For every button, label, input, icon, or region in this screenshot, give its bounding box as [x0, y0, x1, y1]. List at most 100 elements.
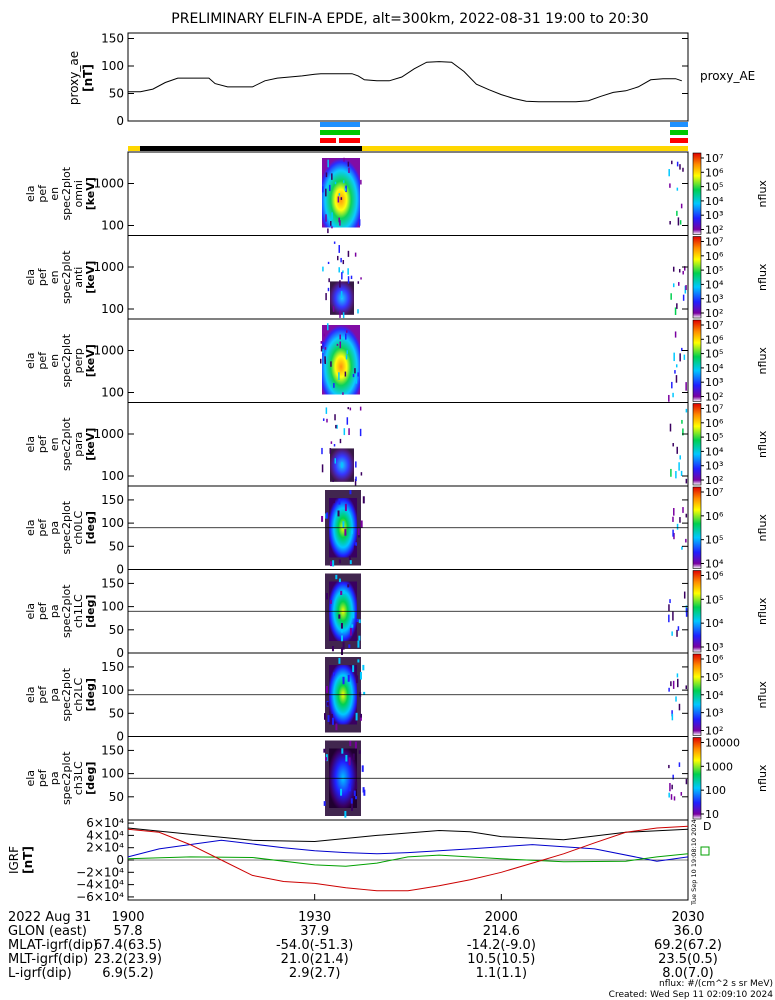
spec-ytick-label: 100	[101, 683, 124, 697]
x-row-label: MLAT-igrf(dip)	[8, 938, 98, 953]
spec-flux-speck	[324, 356, 326, 363]
pa-flux-speck-late	[671, 631, 673, 636]
spec-flux-speck-late	[674, 370, 676, 374]
spec-flux-speck-late	[678, 282, 680, 286]
spec-ytick-label: 150	[101, 660, 124, 674]
pa-flux-speck-late	[678, 762, 681, 767]
spec-ylabel-line: ch0LC	[72, 511, 85, 545]
pa-flux-speck-late	[685, 513, 688, 518]
spec-flux-speck	[332, 479, 334, 482]
spec-flux-speck	[330, 361, 332, 367]
igrf-ytick-label: 6×10⁴	[86, 816, 124, 830]
pa-flux-speck-late	[668, 792, 670, 798]
spec-flux-speck	[337, 196, 340, 203]
pa-flux-speck	[330, 713, 333, 718]
x-tick-label: 1930	[298, 910, 331, 925]
spec-flux-speck	[327, 159, 329, 168]
spec-flux-speck	[320, 358, 322, 364]
colorbar-tick-label: 10⁵	[705, 431, 723, 444]
spec-ylabel-line: perp	[72, 348, 85, 373]
spec-flux-speck-late	[674, 307, 677, 315]
eclipse-track	[128, 146, 688, 151]
x-row-value: 36.0	[674, 924, 703, 939]
spec-flux-speck	[348, 167, 350, 173]
spec-frame	[127, 318, 689, 403]
spec-flux-speck	[342, 270, 344, 274]
pa-flux-speck	[329, 599, 332, 604]
colorbar-tick-label: 10⁵	[705, 348, 723, 361]
spec-panel-ch3LC: 50 100 150 ela pef pa spec2plot ch3LC [deg] 10 100…	[24, 736, 769, 821]
pa-flux-speck	[360, 520, 363, 528]
spec-flux-speck-late	[682, 428, 684, 436]
pa-flux-speck-late	[670, 681, 672, 687]
colorbar-tick-label: 10⁷	[705, 486, 723, 499]
pa-flux-speck	[333, 672, 336, 676]
spec-flux-speck	[349, 407, 352, 411]
colorbar-tick-label: 10⁶	[705, 417, 724, 430]
spec-flux-speck-late	[670, 293, 672, 300]
spec-ytick-label: 0	[116, 563, 124, 577]
spec-ytick-label: 150	[101, 493, 124, 507]
footer-units: nflux: #/(cm^2 s sr MeV)	[659, 979, 773, 989]
pa-flux-speck-late	[673, 508, 675, 516]
spec-flux-speck-late	[674, 331, 677, 338]
spec-flux-speck-late	[676, 303, 678, 309]
spec-ylabel-line: en	[48, 270, 61, 284]
spec-flux-speck	[324, 347, 327, 350]
spec-flux-speck-late	[669, 220, 671, 225]
colorbar-tick-label: 10⁵	[705, 181, 723, 194]
pa-flux-speck-late	[672, 529, 674, 537]
pa-flux-speck-late	[671, 710, 673, 717]
spec-flux-speck	[347, 161, 350, 167]
spec-ylabel-line: [deg]	[84, 511, 97, 544]
pa-flux-speck	[357, 528, 360, 536]
pa-flux-speck	[340, 590, 343, 595]
spec-ylabel-line: [keV]	[84, 428, 97, 461]
spec-flux-speck-late	[668, 169, 670, 177]
spec-flux-speck	[338, 193, 341, 196]
pa-flux-speck-late	[685, 608, 688, 617]
spec-flux-speck	[320, 345, 323, 352]
spec-flux-speck	[325, 214, 327, 222]
spec-flux-speck	[327, 261, 330, 265]
spec-flux-speck	[359, 406, 362, 411]
spec-ylabel-line: pa	[48, 771, 61, 785]
colorbar-tick-label: 10⁶	[705, 510, 724, 523]
pa-flux-speck-late	[673, 796, 676, 801]
pa-flux-speck	[332, 560, 335, 567]
track-black-shadow	[140, 146, 362, 151]
colorbar-tick-label: 10000	[705, 737, 740, 750]
x-tick-label: 1900	[111, 910, 144, 925]
colorbar	[692, 152, 702, 235]
pa-flux-speck	[362, 496, 365, 504]
pa-flux-speck	[325, 757, 328, 761]
pa-flux-speck	[348, 555, 351, 561]
spec-ytick-label: 100	[101, 386, 124, 400]
pa-flux-speck-late	[668, 687, 670, 692]
colorbar-tick-label: 10⁶	[705, 166, 724, 179]
spec-ylabel-line: ela	[24, 269, 37, 286]
spec-flux-speck-late	[682, 167, 684, 172]
pa-flux-speck	[337, 510, 340, 517]
spec-ylabel-line: pa	[48, 521, 61, 535]
pa-flux-speck-late	[676, 523, 679, 530]
pa-flux-speck	[347, 674, 350, 682]
colorbar-tick-label: 10⁴	[705, 278, 724, 291]
spec-flux-speck-late	[669, 183, 671, 188]
proxy-ae-ytick-label: 100	[101, 59, 124, 73]
spec-ylabel-line: [deg]	[84, 762, 97, 795]
pa-flux-speck	[341, 635, 344, 642]
colorbar-tick-label: 10³	[705, 293, 723, 306]
spec-ylabel-line: spec2plot	[60, 250, 73, 304]
spec-ytick-label: 100	[101, 516, 124, 530]
spec-flux-speck	[330, 220, 332, 226]
spec-flux-speck	[342, 312, 345, 319]
spec-ylabel-line: [keV]	[84, 261, 97, 294]
spec-flux-speck-late	[676, 161, 679, 167]
spec-ytick-label: 50	[109, 623, 124, 637]
x-axis-ticks: 1900 1930 2000 2030 2022 Aug 31	[8, 894, 705, 925]
colorbar-tick-label: 10²	[705, 725, 723, 738]
pa-flux-speck-late	[669, 599, 671, 604]
